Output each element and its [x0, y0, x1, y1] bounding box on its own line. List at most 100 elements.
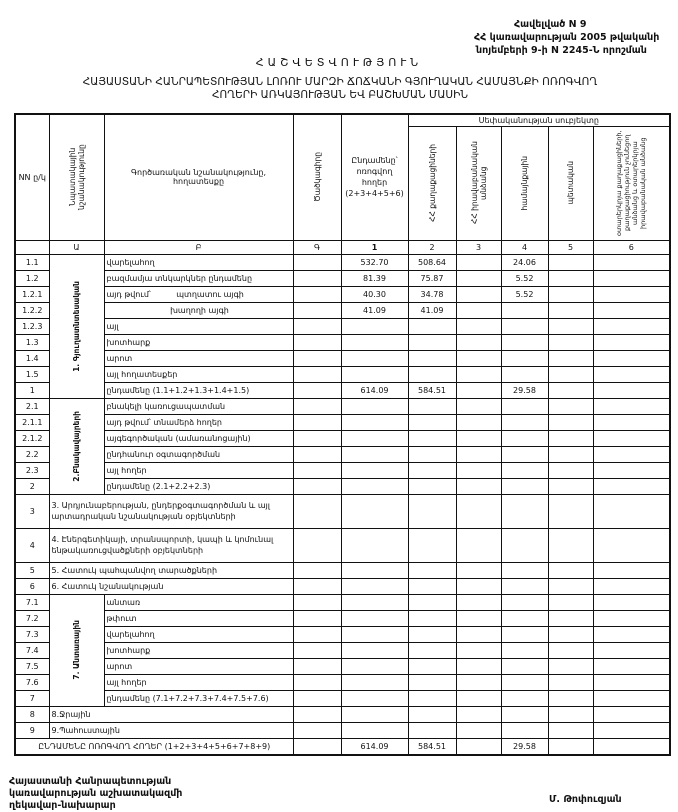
- value-cell: [292, 285, 342, 303]
- value-cell: [547, 705, 594, 723]
- value-cell: [500, 689, 549, 707]
- value-cell: [547, 593, 594, 611]
- row-number: 2.1: [14, 397, 50, 415]
- row-number: 1.2.1: [14, 285, 50, 303]
- value-cell: [292, 301, 342, 319]
- value-cell: [292, 593, 342, 611]
- value-cell: [292, 721, 342, 739]
- value-cell: [340, 593, 409, 611]
- value-cell: [407, 625, 457, 643]
- value-cell: [592, 641, 671, 659]
- total-row: ԸՆԴԱՄԵՆԸ ՈՌՈԳՎՈՂ ՀՈՂԵՐ (1+2+3+4+5+6+7+8+…: [14, 737, 671, 755]
- annex-line: Հավելված N 9: [514, 19, 587, 30]
- value-cell: [292, 413, 342, 431]
- table-row: 4 4. Էներգետիկայի, տրանսպորտի, կապի և կոմ…: [14, 527, 671, 563]
- value-cell: [592, 413, 671, 431]
- value-cell: [500, 477, 549, 495]
- value-cell: [340, 657, 409, 675]
- value-cell: [592, 269, 671, 287]
- value-cell: [292, 641, 342, 659]
- position-line: կառավարության աշխատակազմի: [9, 788, 183, 799]
- value-cell: [592, 445, 671, 463]
- value-cell: 508.64: [407, 253, 457, 271]
- value-cell: [500, 365, 549, 383]
- row-number: 4: [14, 527, 50, 563]
- value-cell: [455, 253, 502, 271]
- value-cell: 40.30: [340, 285, 409, 303]
- table-row: 8 8.Ջրային: [14, 705, 671, 723]
- value-cell: [547, 737, 594, 755]
- table-row: 2 ընդամենը (2.1+2.2+2.3): [14, 477, 671, 495]
- value-cell: [592, 397, 671, 415]
- value-cell: 5.52: [500, 269, 549, 287]
- value-cell: [592, 381, 671, 399]
- row-label: այլ հողատեսքեր: [103, 365, 294, 383]
- row-number: 7.1: [14, 593, 50, 611]
- table-row: 2.1 2.Բնակավայրերի բնակելի կառուցապատման: [14, 397, 671, 495]
- table-body: 1.1 1. Գյուղատնտեսական վարելահող 532.70 508.…: [14, 253, 671, 755]
- row-label: այլ հողեր: [103, 673, 294, 691]
- value-cell: [547, 413, 594, 431]
- value-cell: [340, 705, 409, 723]
- value-cell: [592, 593, 671, 611]
- value-cell: [292, 317, 342, 335]
- header-owner-community: համայնքային: [500, 125, 549, 241]
- row-number: 3: [14, 493, 50, 529]
- value-cell: [500, 705, 549, 723]
- value-cell: [455, 527, 502, 563]
- value-cell: [592, 737, 671, 755]
- row-number: 9: [14, 721, 50, 739]
- value-cell: 24.06: [500, 253, 549, 271]
- value-cell: [547, 673, 594, 691]
- row-number: 2: [14, 477, 50, 495]
- value-cell: [340, 689, 409, 707]
- column-letter: 6: [592, 239, 671, 255]
- column-letter: 3: [455, 239, 502, 255]
- value-cell: [292, 609, 342, 627]
- value-cell: [292, 365, 342, 383]
- row-label: թփուտ: [103, 609, 294, 627]
- position-line: ղեկավար-նախարար: [9, 800, 116, 811]
- value-cell: [407, 641, 457, 659]
- value-cell: [500, 673, 549, 691]
- table-row: 7.5 արոտ: [14, 657, 671, 675]
- table-row: 7.1 7. Անտառային անտառ: [14, 593, 671, 707]
- value-cell: [592, 301, 671, 319]
- value-cell: [547, 527, 594, 563]
- table-row: 1.2.3 այլ: [14, 317, 671, 335]
- value-cell: 584.51: [407, 737, 457, 755]
- table-row: 7.3 վարելահող: [14, 625, 671, 643]
- value-cell: [292, 561, 342, 579]
- row-label: անտառ: [103, 593, 294, 611]
- value-cell: [455, 397, 502, 415]
- row-label: այգեգործական (ամառանոցային): [103, 429, 294, 447]
- value-cell: [547, 349, 594, 367]
- value-cell: 29.58: [500, 737, 549, 755]
- row-number: 1.2: [14, 269, 50, 287]
- row-label: ընդամենը (1.1+1.2+1.3+1.4+1.5): [103, 381, 294, 399]
- value-cell: [455, 349, 502, 367]
- signatory-position: Հայաստանի Հանրապետության կառավարության ա…: [9, 776, 182, 812]
- row-number: 2.1.1: [14, 413, 50, 431]
- value-cell: [592, 561, 671, 579]
- value-cell: [407, 397, 457, 415]
- row-label: խոտհարք: [103, 333, 294, 351]
- group-label-text: 7. Անտառային: [72, 620, 81, 680]
- value-cell: [292, 477, 342, 495]
- header-total: Ընդամենը՝ ոռոգվող հողեր (2+3+4+5+6): [340, 113, 409, 241]
- value-cell: [500, 349, 549, 367]
- value-cell: [547, 381, 594, 399]
- header-ownership: Սեփականության սուբյեկտը: [407, 113, 671, 127]
- value-cell: [547, 657, 594, 675]
- value-cell: [500, 493, 549, 529]
- row-label: խոտհարք: [103, 641, 294, 659]
- value-cell: [592, 285, 671, 303]
- row-label: վարելահող: [103, 625, 294, 643]
- value-cell: [455, 445, 502, 463]
- value-cell: [500, 527, 549, 563]
- value-cell: [407, 413, 457, 431]
- value-cell: [407, 657, 457, 675]
- table-row: 7.4 խոտհարք: [14, 641, 671, 659]
- value-cell: [547, 477, 594, 495]
- value-cell: [340, 365, 409, 383]
